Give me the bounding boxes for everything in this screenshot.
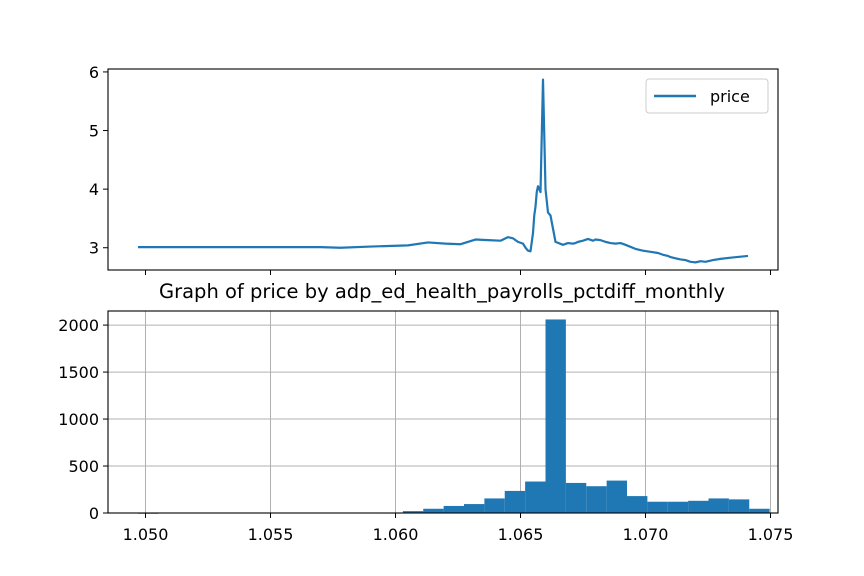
histogram-bar	[402, 511, 424, 513]
legend-price-label: price	[710, 87, 750, 106]
line-chart-panel: 3 4 5 6 price	[89, 63, 779, 275]
legend: price	[645, 78, 769, 114]
histogram-x-axis: 1.050 1.055 1.060 1.065 1.070 1.075	[123, 513, 794, 544]
histogram-x-tick-label: 1.075	[748, 525, 794, 544]
histogram-bar	[627, 496, 648, 513]
histogram-bar	[586, 486, 607, 513]
histogram-y-tick-label: 0	[89, 504, 99, 523]
histogram-bar	[688, 500, 709, 513]
histogram-y-tick-label: 500	[68, 457, 99, 476]
histogram-bar	[606, 480, 628, 513]
line-chart-x-axis	[145, 270, 771, 275]
histogram-panel: Graph of price by adp_ed_health_payrolls…	[58, 280, 793, 544]
line-y-tick-label: 6	[89, 63, 99, 82]
histogram-bar	[464, 504, 485, 513]
histogram-bar	[667, 501, 689, 513]
line-y-tick-label: 4	[89, 180, 99, 199]
histogram-bar	[484, 498, 505, 513]
histogram-bar	[708, 498, 729, 513]
line-y-tick-label: 5	[89, 122, 99, 141]
line-chart-frame	[107, 68, 779, 271]
histogram-y-tick-label: 1500	[58, 363, 99, 382]
line-chart-y-axis: 3 4 5 6	[89, 63, 108, 258]
histogram-title: Graph of price by adp_ed_health_payrolls…	[159, 280, 725, 303]
histogram-y-tick-label: 2000	[58, 316, 99, 335]
histogram-bar	[525, 481, 546, 513]
histogram-bar	[443, 505, 465, 513]
histogram-bar	[423, 508, 444, 513]
histogram-bar	[565, 482, 587, 513]
histogram-bar	[504, 490, 526, 513]
histogram-bar	[647, 501, 668, 513]
histogram-bar	[749, 508, 770, 513]
histogram-frame	[107, 310, 779, 514]
legend-box	[645, 78, 769, 114]
histogram-x-tick-label: 1.050	[123, 525, 169, 544]
histogram-plot-area	[108, 311, 778, 513]
price-series-line	[138, 78, 749, 264]
histogram-bar	[545, 319, 566, 513]
histogram-x-tick-label: 1.060	[373, 525, 419, 544]
line-y-tick-label: 3	[89, 239, 99, 258]
histogram-x-tick-label: 1.055	[248, 525, 294, 544]
histogram-x-tick-label: 1.065	[498, 525, 544, 544]
histogram-bar	[728, 499, 750, 513]
histogram-y-tick-label: 1000	[58, 410, 99, 429]
histogram-bars	[138, 319, 770, 514]
histogram-x-tick-label: 1.070	[623, 525, 669, 544]
histogram-y-axis: 0 500 1000 1500 2000	[58, 316, 108, 523]
